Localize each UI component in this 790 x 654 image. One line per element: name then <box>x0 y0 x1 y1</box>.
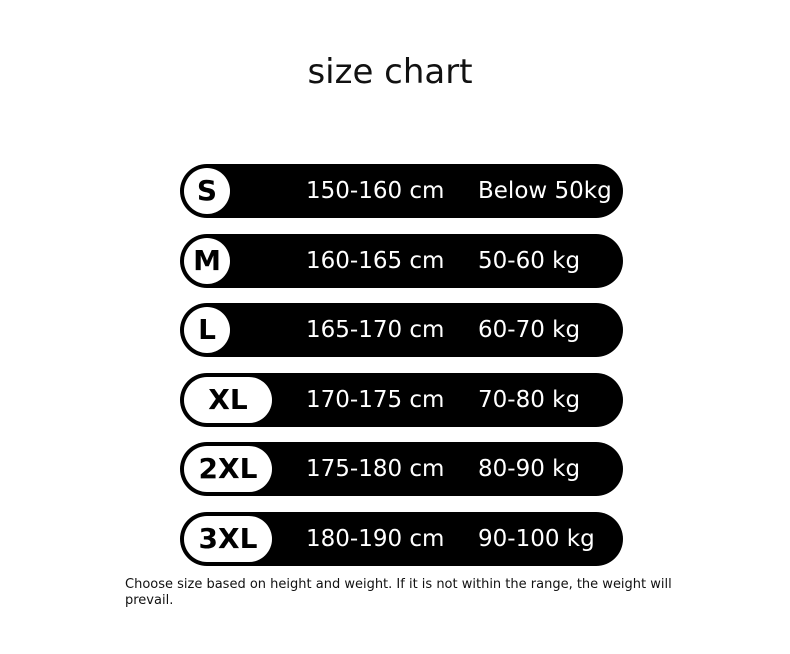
size-row: M 160-165 cm 50-60 kg <box>180 233 623 288</box>
size-label: L <box>184 307 230 353</box>
height-range: 180-190 cm <box>306 525 445 552</box>
size-row: 3XL 180-190 cm 90-100 kg <box>180 511 623 566</box>
size-label: 3XL <box>184 515 272 562</box>
height-range: 170-175 cm <box>306 386 445 413</box>
weight-range: 50-60 kg <box>478 247 581 274</box>
weight-range: Below 50kg <box>478 178 612 204</box>
height-range: 165-170 cm <box>306 317 445 343</box>
size-row: XL 170-175 cm 70-80 kg <box>180 372 623 427</box>
title: size chart <box>307 52 473 92</box>
size-label: XL <box>184 376 272 423</box>
weight-range: 70-80 kg <box>478 386 581 413</box>
size-row: L 165-170 cm 60-70 kg <box>180 303 623 357</box>
height-range: 160-165 cm <box>306 247 445 274</box>
note: Choose size based on height and weight. … <box>125 577 672 608</box>
size-label: S <box>184 168 230 214</box>
height-range: 175-180 cm <box>306 456 445 482</box>
size-row: 2XL 175-180 cm 80-90 kg <box>180 442 623 496</box>
weight-range: 60-70 kg <box>478 317 581 343</box>
size-label: M <box>184 237 230 284</box>
size-label: 2XL <box>184 446 272 492</box>
size-row: S 150-160 cm Below 50kg <box>180 164 623 218</box>
height-range: 150-160 cm <box>306 178 445 204</box>
weight-range: 90-100 kg <box>478 525 595 552</box>
weight-range: 80-90 kg <box>478 456 581 482</box>
